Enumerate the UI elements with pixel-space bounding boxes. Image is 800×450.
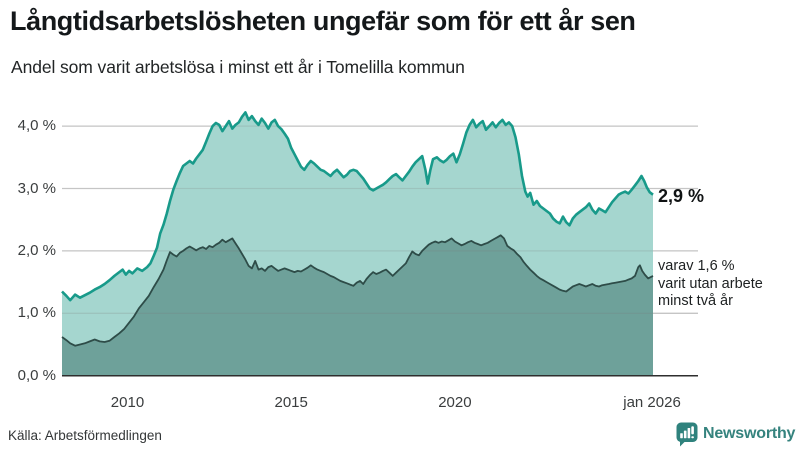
- line-long-term: [61, 111, 654, 302]
- end-value-label: 2,9 %: [658, 186, 705, 206]
- area-very-long-term: [62, 235, 653, 376]
- y-tick-label: 2,0 %: [17, 241, 56, 259]
- x-tick-label: jan 2026: [623, 394, 681, 411]
- page-subtitle: Andel som varit arbetslösa i minst ett å…: [11, 57, 465, 77]
- newsworthy-icon: [676, 422, 698, 446]
- newsworthy-logo-link[interactable]: Newsworthy: [676, 421, 796, 447]
- x-tick-label: 2010: [110, 394, 145, 411]
- newsworthy-wordmark: Newsworthy: [703, 425, 796, 442]
- annotation-line-3: minst två år: [658, 293, 733, 309]
- y-tick-label: 1,0 %: [17, 304, 56, 322]
- y-tick-label: 0,0 %: [17, 366, 56, 384]
- secondary-series-annotation: varav 1,6 % varit utan arbete minst två …: [658, 258, 763, 311]
- annotation-line-1: varav 1,6 %: [658, 258, 735, 274]
- line-very-long-term: [61, 234, 654, 347]
- y-tick-label: 3,0 %: [17, 179, 56, 197]
- source-attribution: Källa: Arbetsförmedlingen: [8, 428, 162, 443]
- y-tick-label: 4,0 %: [17, 117, 56, 135]
- annotation-line-2: varit utan arbete: [658, 275, 763, 292]
- x-tick-label: 2020: [438, 394, 472, 411]
- x-tick-label: 2015: [274, 394, 308, 411]
- page-title: Långtidsarbetslösheten ungefär som för e…: [10, 6, 636, 36]
